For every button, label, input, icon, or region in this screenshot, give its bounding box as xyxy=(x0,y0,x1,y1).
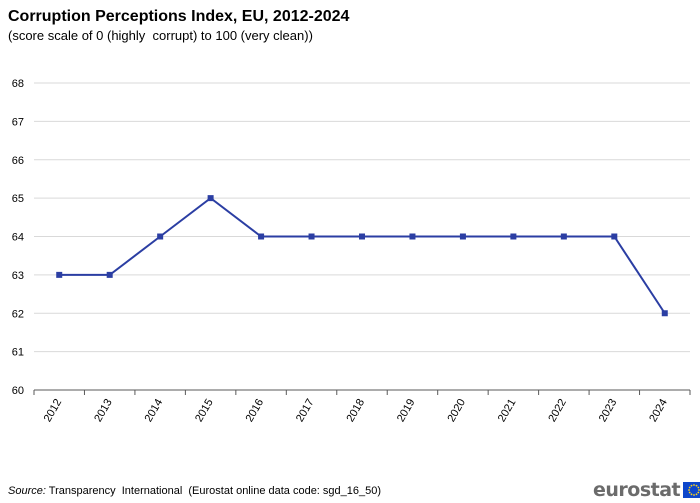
y-tick-label: 67 xyxy=(12,116,24,128)
data-point-marker xyxy=(258,233,265,240)
x-tick-label: 2019 xyxy=(395,397,418,424)
source-text: Transparency International (Eurostat onl… xyxy=(45,485,382,497)
y-tick-label: 64 xyxy=(12,232,24,244)
eu-flag-icon xyxy=(683,482,700,498)
chart-title: Corruption Perceptions Index, EU, 2012-2… xyxy=(8,8,350,25)
data-point-marker xyxy=(661,310,668,317)
flag-star xyxy=(688,489,691,491)
x-tick-label: 2013 xyxy=(92,397,115,424)
x-tick-label: 2015 xyxy=(193,397,216,424)
y-tick-label: 66 xyxy=(12,155,24,167)
flag-star xyxy=(697,491,700,494)
y-tick-label: 68 xyxy=(12,78,24,90)
x-tick-label: 2021 xyxy=(496,397,519,424)
gridlines xyxy=(34,82,690,353)
x-tick-label: 2022 xyxy=(546,397,569,424)
series-layer xyxy=(56,195,668,317)
data-point-marker xyxy=(510,233,517,240)
flag-star xyxy=(690,484,693,487)
data-point-marker xyxy=(157,233,164,240)
data-point-marker xyxy=(106,271,113,278)
x-tick-label: 2020 xyxy=(445,397,468,424)
data-point-marker xyxy=(207,195,214,202)
x-tick-label: 2016 xyxy=(244,397,267,424)
y-tick-label: 61 xyxy=(12,347,24,359)
logo-text: eurostat xyxy=(593,479,681,501)
x-tick-label: 2023 xyxy=(597,397,620,424)
flag-star xyxy=(693,484,696,486)
flag-star xyxy=(690,493,693,496)
y-tick-label: 65 xyxy=(12,193,24,205)
x-tick-label: 2018 xyxy=(344,397,367,424)
x-tick-label: 2024 xyxy=(647,397,670,424)
flag-background xyxy=(683,482,700,498)
source-note: Source: Transparency International (Euro… xyxy=(8,484,381,498)
data-point-marker xyxy=(359,233,365,240)
flag-star xyxy=(688,486,691,489)
source-label: Source: xyxy=(8,485,46,497)
y-tick-label: 62 xyxy=(12,308,24,320)
y-tick-label: 60 xyxy=(12,385,24,397)
axes: 60 61 62 63 64 65 66 67 68 2012 2013 2014 2015 2016 20… xyxy=(12,78,691,424)
data-point-marker xyxy=(459,233,466,240)
x-tick-label: 2012 xyxy=(42,397,65,424)
data-point-marker xyxy=(611,233,618,240)
data-point-marker xyxy=(560,233,567,240)
chart-subtitle: (score scale of 0 (highly corrupt) to 10… xyxy=(8,28,313,43)
flag-star xyxy=(695,493,698,496)
data-point-marker xyxy=(409,233,416,240)
flag-star xyxy=(695,484,698,487)
data-point-marker xyxy=(56,271,63,278)
flag-star xyxy=(688,491,691,494)
x-tick-label: 2017 xyxy=(294,397,317,424)
flag-star xyxy=(693,494,696,496)
eurostat-logo: eurostat xyxy=(593,478,700,502)
data-point-marker xyxy=(308,233,315,240)
flag-star xyxy=(697,486,700,489)
x-tick-label: 2014 xyxy=(143,397,166,424)
y-tick-label: 63 xyxy=(12,270,24,282)
series-line xyxy=(59,196,666,314)
